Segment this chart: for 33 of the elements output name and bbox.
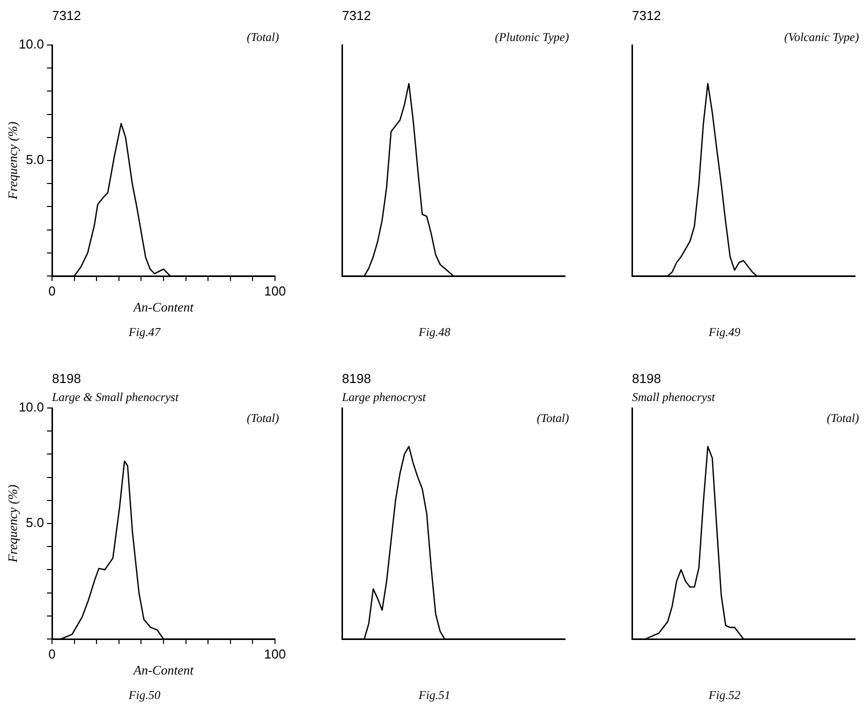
caption: Fig.52 — [708, 688, 742, 703]
chart-subtitle: Small phenocryst — [632, 390, 715, 405]
chart-title: 8198 — [52, 371, 81, 386]
y-tick-label: 10.0 — [18, 400, 44, 415]
chart-title: 8198 — [632, 371, 661, 386]
caption: Fig.49 — [708, 325, 742, 340]
text: (Total) — [826, 411, 859, 426]
text: (Total) — [246, 30, 279, 45]
chart-title: 7312 — [52, 8, 81, 23]
y-tick-label: 5.0 — [26, 152, 44, 168]
x-axis-title: An-Content — [132, 300, 194, 315]
x-tick-label: 0 — [48, 283, 56, 298]
chart-subtitle: Large phenocryst — [342, 390, 426, 405]
chart-title: 7312 — [632, 8, 661, 23]
chart-title: 8198 — [342, 371, 371, 386]
y-tick-label: 5.0 — [26, 515, 44, 530]
text: (Volcanic Type) — [784, 30, 859, 45]
x-axis-title: An-Content — [132, 662, 194, 678]
x-tick-label: 100 — [264, 283, 286, 298]
chart-subtitle: Large & Small phenocryst — [52, 390, 179, 405]
text: (Total) — [536, 411, 569, 426]
y-axis-title: Frequency (%) — [5, 484, 20, 564]
annotation: (Total) — [246, 411, 279, 426]
caption: Fig.51 — [418, 688, 452, 703]
caption: Fig.50 — [128, 688, 162, 703]
x-tick-label: 0 — [48, 646, 56, 662]
x-tick-label: 100 — [264, 646, 286, 662]
text: (Plutonic Type) — [494, 30, 569, 45]
y-axis-title: Frequency (%) — [5, 122, 20, 200]
caption: Fig.48 — [418, 325, 452, 340]
y-tick-label: 10.0 — [18, 36, 44, 52]
chart-title: 7312 — [342, 8, 371, 23]
caption: Fig.47 — [128, 325, 162, 340]
